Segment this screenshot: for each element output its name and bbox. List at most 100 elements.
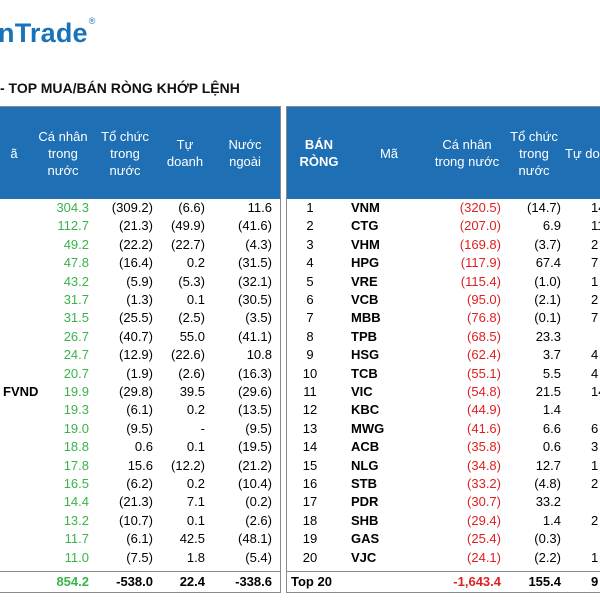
row-organization: (1.3) <box>126 292 153 307</box>
row-individual: 19.0 <box>63 420 89 436</box>
row-foreign: (16.3) <box>238 365 272 381</box>
row-proprietary <box>591 493 600 511</box>
table-row: 5 VRE (115.4) (1.0) 1 <box>287 273 600 291</box>
table-row: 12 KBC (44.9) 1.4 <box>287 401 600 419</box>
row-individual: (34.8) <box>467 457 501 473</box>
row-organization: (25.5) <box>119 310 153 326</box>
row-individual: 19.9 <box>63 384 89 399</box>
table-row: 19 GAS (25.4) (0.3) <box>287 530 600 548</box>
row-organization: 0.6 <box>134 439 153 455</box>
table-row: 17.8 15.6 (12.2) (21.2) <box>0 457 280 475</box>
row-proprietary: (5.3) <box>178 273 205 289</box>
row-proprietary: (12.2) <box>171 457 205 473</box>
row-organization: 1.4 <box>542 402 561 418</box>
row-individual: 14.4 <box>63 494 89 510</box>
row-organization: 6.6 <box>542 420 561 436</box>
row-individual: 13.2 <box>63 512 89 528</box>
row-organization: (6.1) <box>126 531 153 547</box>
row-individual: (68.5) <box>467 328 501 344</box>
row-code: VHM <box>351 236 380 252</box>
row-proprietary: 6 <box>591 420 599 436</box>
row-proprietary: 2 <box>591 236 599 252</box>
total-proprietary: 9 <box>591 574 599 589</box>
row-code: VCB <box>351 292 379 307</box>
table-row: 14.4 (21.3) 7.1 (0.2) <box>0 493 280 511</box>
row-proprietary: 42.5 <box>179 531 205 547</box>
row-code: TCB <box>351 365 378 381</box>
row-organization: 0.6 <box>542 439 561 455</box>
total-proprietary: 22.4 <box>179 574 205 589</box>
row-code: FVND <box>3 384 39 399</box>
table-row: 20 VJC (24.1) (2.2) 1 <box>287 549 600 567</box>
brand-name: nTrade <box>0 18 88 48</box>
row-rank: 18 <box>302 512 318 528</box>
total-organization: 155.4 <box>528 574 561 589</box>
table-row: 47.8 (16.4) 0.2 (31.5) <box>0 254 280 272</box>
row-organization: (1.9) <box>126 365 153 381</box>
row-organization: (10.7) <box>119 512 153 528</box>
header-individual: Cá nhân trong nước <box>434 137 500 169</box>
row-proprietary: (6.6) <box>178 200 205 215</box>
row-proprietary: 0.1 <box>186 439 205 455</box>
top-net-sell-table: BÁN RÒNG Mã Cá nhân trong nước Tổ chức t… <box>286 106 600 593</box>
row-rank: 14 <box>302 439 318 455</box>
total-foreign: -338.6 <box>235 574 272 589</box>
row-code: PDR <box>351 494 379 510</box>
row-proprietary: (22.6) <box>171 347 205 363</box>
row-organization: 21.5 <box>535 384 561 399</box>
table-row: 13.2 (10.7) 0.1 (2.6) <box>0 512 280 530</box>
table-row: FVND 19.9 (29.8) 39.5 (29.6) <box>0 383 280 401</box>
row-individual: (33.2) <box>467 476 501 491</box>
row-proprietary: 0.1 <box>186 512 205 528</box>
row-proprietary <box>591 328 600 346</box>
table-row: 7 MBB (76.8) (0.1) 7 <box>287 309 600 327</box>
row-individual: (35.8) <box>467 439 501 455</box>
table-row: 9 HSG (62.4) 3.7 4 <box>287 346 600 364</box>
row-individual: 20.7 <box>63 365 89 381</box>
table-row: 15 NLG (34.8) 12.7 1 <box>287 457 600 475</box>
row-code: NLG <box>351 457 379 473</box>
row-code: KBC <box>351 402 380 418</box>
row-foreign: (13.5) <box>238 402 272 418</box>
row-individual: 31.7 <box>63 292 89 307</box>
row-proprietary: 1 <box>591 457 599 473</box>
row-individual: 304.3 <box>56 200 89 215</box>
table-row: 49.2 (22.2) (22.7) (4.3) <box>0 236 280 254</box>
row-proprietary: 4 <box>591 347 599 363</box>
header-net-sell: BÁN RÒNG <box>299 137 339 169</box>
row-proprietary: 0.2 <box>186 476 205 491</box>
table-row: 11.0 (7.5) 1.8 (5.4) <box>0 549 280 567</box>
row-foreign: (30.5) <box>238 292 272 307</box>
row-proprietary: 7 <box>591 255 599 271</box>
row-organization: (29.8) <box>119 384 153 399</box>
row-code: HSG <box>351 347 380 363</box>
row-individual: 26.7 <box>63 328 89 344</box>
row-individual: (41.6) <box>467 420 501 436</box>
row-individual: 24.7 <box>63 347 89 363</box>
table-row: 24.7 (12.9) (22.6) 10.8 <box>0 346 280 364</box>
row-code: MBB <box>351 310 381 326</box>
header-individual: Cá nhân trong nước <box>38 128 88 178</box>
row-organization: 3.7 <box>542 347 561 363</box>
header-organization: Tổ chức trong nước <box>510 128 558 178</box>
row-foreign: 10.8 <box>246 347 272 363</box>
row-organization: (0.1) <box>534 310 561 326</box>
row-organization: (6.2) <box>126 476 153 491</box>
row-organization: (12.9) <box>119 347 153 363</box>
row-proprietary: (2.6) <box>178 365 205 381</box>
row-foreign: (29.6) <box>238 384 272 399</box>
row-rank: 5 <box>306 273 314 289</box>
row-individual: 17.8 <box>63 457 89 473</box>
row-proprietary: (49.9) <box>171 218 205 234</box>
row-rank: 9 <box>306 347 314 363</box>
row-rank: 16 <box>302 476 318 491</box>
total-individual: 854.2 <box>56 574 89 589</box>
row-organization: (2.2) <box>534 549 561 565</box>
row-individual: (54.8) <box>467 384 501 399</box>
row-proprietary: 7.1 <box>186 494 205 510</box>
row-code: CTG <box>351 218 379 234</box>
row-rank: 2 <box>306 218 314 234</box>
row-code: GAS <box>351 531 380 547</box>
row-proprietary: 7 <box>591 310 599 326</box>
row-rank: 6 <box>306 292 314 307</box>
